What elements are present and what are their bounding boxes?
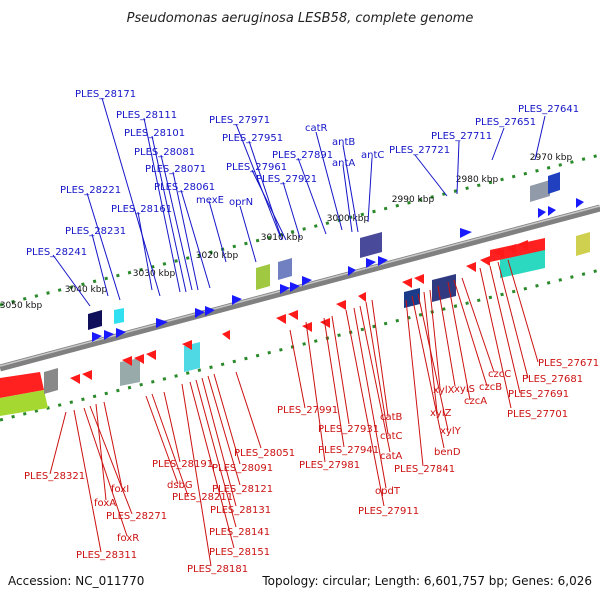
reverse-gene-label: opdT xyxy=(375,486,401,497)
forward-feature-block-5 xyxy=(360,232,382,258)
forward-gene-label: PLES_28101 xyxy=(124,128,185,139)
forward-gene-label: PLES_27891 xyxy=(272,150,333,161)
forward-gene-label: mexE xyxy=(196,195,224,206)
reverse-gene-label: benD xyxy=(434,447,461,458)
forward-gene-label: PLES_28231 xyxy=(65,226,126,237)
reverse-gene-label: PLES_27991 xyxy=(277,405,338,416)
reverse-feature-block-5 xyxy=(432,274,456,302)
forward-gene-label: PLES_28081 xyxy=(134,147,195,158)
reverse-gene-label: PLES_27911 xyxy=(358,506,419,517)
kbp-label: 3010 kbp xyxy=(261,233,304,243)
reverse-arrows xyxy=(70,240,528,384)
reverse-gene-label: catA xyxy=(380,451,403,462)
kbp-scale-labels: 2970 kbp 2980 kbp 2990 kbp 3000 kbp 3010… xyxy=(0,153,572,311)
reverse-gene-label: foxA xyxy=(94,498,116,509)
reverse-gene-label: catB xyxy=(380,412,403,423)
reverse-gene-label: czcA xyxy=(464,396,487,407)
forward-gene-label: PLES_28171 xyxy=(75,89,136,100)
reverse-gene-label: foxR xyxy=(117,533,139,544)
reverse-gene-label: PLES_28141 xyxy=(209,527,270,538)
reverse-gene-label: PLES_27941 xyxy=(318,445,379,456)
map-title: Pseudomonas aeruginosa LESB58, complete … xyxy=(127,11,474,26)
forward-gene-label: PLES_28061 xyxy=(154,182,215,193)
forward-gene-label: PLES_27721 xyxy=(389,145,450,156)
reverse-gene-label: PLES_28191 xyxy=(152,459,213,470)
reverse-gene-labels: PLES_27671 PLES_27681 PLES_27691 PLES_27… xyxy=(24,358,599,575)
reverse-feature-block-2 xyxy=(120,358,140,386)
topology-text: Topology: circular; Length: 6,601,757 bp… xyxy=(261,574,592,588)
forward-gene-label: PLES_27711 xyxy=(431,131,492,142)
forward-gene-label: PLES_27961 xyxy=(226,162,287,173)
kbp-label: 2990 kbp xyxy=(392,195,435,205)
reverse-gene-label: xylX xyxy=(433,385,455,396)
forward-arrows xyxy=(92,198,584,342)
forward-gene-label: PLES_28071 xyxy=(145,164,206,175)
forward-gene-label: antB xyxy=(332,137,355,148)
forward-feature-block-7 xyxy=(548,172,560,194)
forward-feature-block-2 xyxy=(114,308,124,324)
forward-gene-label: PLES_27951 xyxy=(222,133,283,144)
kbp-label: 3040 kbp xyxy=(65,285,108,295)
forward-gene-labels: PLES_27641 PLES_27651 PLES_27711 PLES_27… xyxy=(26,89,579,258)
forward-gene-label: PLES_27651 xyxy=(475,117,536,128)
reverse-gene-label: PLES_28271 xyxy=(106,511,167,522)
forward-gene-label: PLES_28161 xyxy=(111,204,172,215)
reverse-gene-label: PLES_27701 xyxy=(507,409,568,420)
kbp-label: 3030 kbp xyxy=(133,269,176,279)
kbp-label: 3020 kbp xyxy=(196,251,239,261)
reverse-gene-label: PLES_28311 xyxy=(76,550,137,561)
forward-gene-label: antA xyxy=(332,158,355,169)
forward-gene-label: oprN xyxy=(229,197,253,208)
reverse-gene-label: PLES_27691 xyxy=(508,389,569,400)
kbp-label: 2980 kbp xyxy=(456,175,499,185)
reverse-gene-label: PLES_27681 xyxy=(522,374,583,385)
reverse-feature-band xyxy=(0,372,44,398)
reverse-leader-lines xyxy=(49,259,539,567)
reverse-gene-label: PLES_28131 xyxy=(210,505,271,516)
reverse-gene-label: xylS xyxy=(454,384,475,395)
forward-feature-block xyxy=(88,310,102,330)
accession-text: Accession: NC_011770 xyxy=(8,574,144,588)
reverse-gene-label: PLES_27931 xyxy=(318,424,379,435)
reverse-gene-label: czcC xyxy=(488,369,511,380)
kbp-label: 2970 kbp xyxy=(530,153,573,163)
reverse-gene-label: PLES_28121 xyxy=(212,484,273,495)
forward-feature-block-6 xyxy=(530,180,550,202)
reverse-gene-label: PLES_28321 xyxy=(24,471,85,482)
reverse-gene-label: catC xyxy=(380,431,403,442)
reverse-gene-label: PLES_28211 xyxy=(172,492,233,503)
forward-gene-label: PLES_27971 xyxy=(209,115,270,126)
forward-feature-block-3 xyxy=(256,264,270,290)
reverse-gene-label: dsbG xyxy=(167,480,193,491)
reverse-feature-block-3 xyxy=(184,342,200,372)
forward-gene-label: catR xyxy=(305,123,328,134)
reverse-gene-label: PLES_28181 xyxy=(187,564,248,575)
kbp-label: 3050 kbp xyxy=(0,301,42,311)
reverse-gene-label: PLES_27841 xyxy=(394,464,455,475)
forward-gene-label: PLES_28241 xyxy=(26,247,87,258)
reverse-gene-label: czcB xyxy=(479,382,502,393)
forward-gene-label: PLES_28111 xyxy=(116,110,177,121)
reverse-feature-band-2 xyxy=(0,390,48,416)
reverse-feature-block-6 xyxy=(576,232,590,256)
reverse-gene-label: xylZ xyxy=(430,408,452,419)
reverse-gene-label: PLES_28151 xyxy=(209,547,270,558)
forward-gene-label: PLES_27921 xyxy=(256,174,317,185)
kbp-label: 3000 kbp xyxy=(327,214,370,224)
forward-feature-block-4 xyxy=(278,258,292,280)
reverse-gene-label: PLES_28051 xyxy=(234,448,295,459)
forward-gene-label: antC xyxy=(361,150,384,161)
forward-gene-label: PLES_28221 xyxy=(60,185,121,196)
reverse-gene-label: PLES_28091 xyxy=(212,463,273,474)
reverse-gene-label: PLES_27981 xyxy=(299,460,360,471)
reverse-gene-label: PLES_27671 xyxy=(538,358,599,369)
genome-backbone xyxy=(0,204,600,372)
reverse-gene-label: xylY xyxy=(440,426,462,437)
forward-gene-label: PLES_27641 xyxy=(518,104,579,115)
forward-leader-lines xyxy=(52,97,546,307)
reverse-feature-block xyxy=(44,368,58,394)
reverse-gene-label: foxI xyxy=(111,484,129,495)
